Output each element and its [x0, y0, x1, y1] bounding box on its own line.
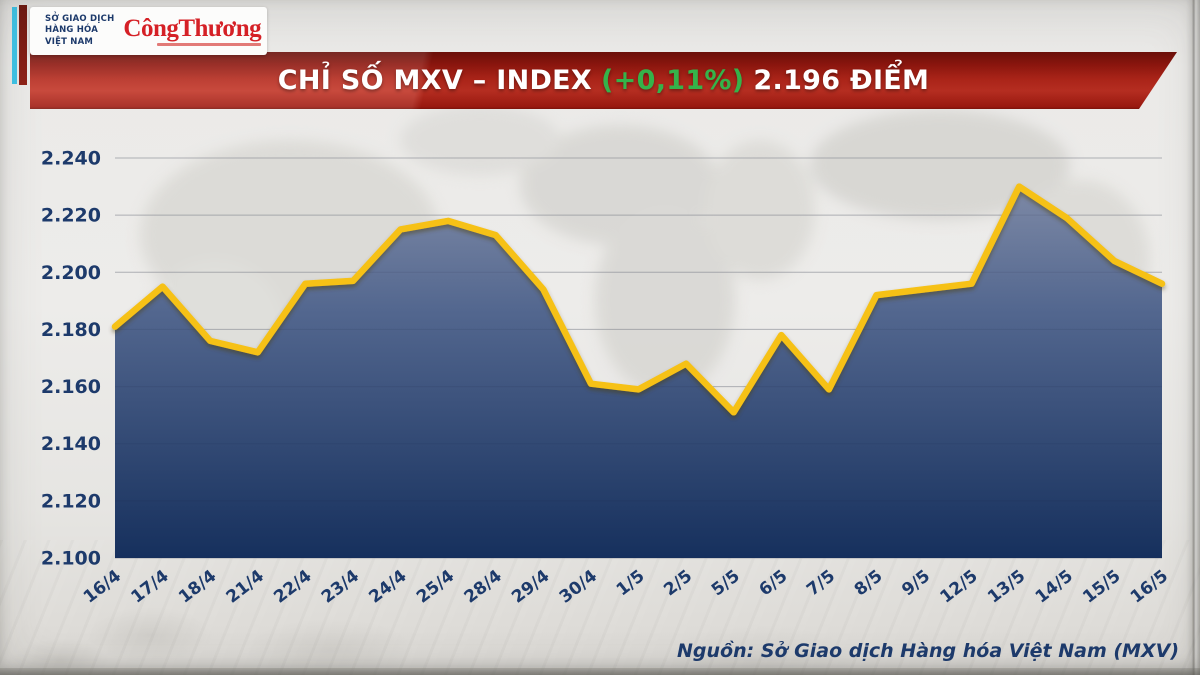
congthuong-tagline-bar	[157, 43, 262, 46]
x-tick-label: 16/5	[1127, 566, 1172, 607]
x-tick-label: 9/5	[898, 566, 934, 600]
x-tick-label: 28/4	[461, 566, 506, 608]
x-tick-label: 30/4	[556, 566, 601, 608]
y-tick-label: 2.200	[41, 262, 101, 284]
header-logo-plate: SỞ GIAO DỊCH HÀNG HÓA VIỆT NAM CôngThươn…	[30, 7, 267, 55]
x-tick-label: 6/5	[756, 566, 792, 600]
x-tick-label: 23/4	[318, 566, 363, 608]
exchange-name-line2: HÀNG HÓA	[45, 25, 99, 36]
congthuong-logo: CôngThương	[123, 15, 262, 46]
chart-title-value: 2.196 ĐIỂM	[753, 65, 930, 96]
x-tick-label: 12/5	[937, 566, 982, 607]
area-fill	[115, 186, 1162, 558]
y-tick-label: 2.240	[41, 148, 101, 170]
y-tick-label: 2.140	[41, 433, 101, 455]
x-tick-label: 14/5	[1032, 566, 1077, 607]
source-credit: Nguồn: Sở Giao dịch Hàng hóa Việt Nam (M…	[677, 640, 1179, 662]
x-tick-label: 7/5	[803, 566, 839, 600]
x-tick-label: 24/4	[365, 566, 410, 608]
x-tick-label: 1/5	[613, 566, 649, 600]
x-tick-label: 29/4	[508, 566, 553, 608]
y-tick-label: 2.100	[41, 548, 101, 570]
photo-edge-bottom	[0, 668, 1200, 675]
x-tick-label: 21/4	[223, 566, 268, 608]
y-tick-label: 2.120	[41, 490, 101, 512]
left-accent-cyan-stripe	[12, 7, 17, 84]
x-tick-label: 22/4	[270, 566, 315, 608]
chart-title-main: CHỈ SỐ MXV – INDEX	[277, 65, 593, 96]
exchange-name: SỞ GIAO DỊCH HÀNG HÓA VIỆT NAM	[45, 14, 114, 47]
x-tick-label: 17/4	[128, 566, 173, 608]
exchange-name-line3: VIỆT NAM	[45, 36, 94, 47]
title-ribbon: CHỈ SỐ MXV – INDEX (+0,11%) 2.196 ĐIỂM	[30, 52, 1177, 109]
exchange-name-line1: SỞ GIAO DỊCH	[45, 14, 115, 25]
x-tick-label: 5/5	[708, 566, 744, 600]
y-axis-labels: 2.100 2.120 2.140 2.160 2.180 2.200 2.220 2.240	[41, 148, 101, 570]
chart-title: CHỈ SỐ MXV – INDEX (+0,11%) 2.196 ĐIỂM	[278, 65, 929, 96]
chart-title-change-pct: (+0,11%)	[601, 65, 745, 96]
left-accent-red-stripe	[19, 5, 27, 85]
x-tick-label: 16/4	[80, 566, 125, 608]
y-tick-label: 2.220	[41, 205, 101, 227]
y-tick-label: 2.180	[41, 319, 101, 341]
photo-edge-right	[1186, 0, 1200, 675]
x-tick-label: 25/4	[413, 566, 458, 608]
x-tick-label: 18/4	[175, 566, 220, 608]
x-tick-label: 13/5	[984, 566, 1029, 607]
y-tick-label: 2.160	[41, 376, 101, 398]
congthuong-wordmark: CôngThương	[123, 15, 262, 42]
x-tick-label: 8/5	[851, 566, 887, 600]
x-axis-labels: 16/4 17/4 18/4 21/4 22/4 23/4 24/4 25/4 28/4 29/4…	[80, 566, 1172, 608]
x-tick-label: 15/5	[1079, 566, 1124, 607]
x-tick-label: 2/5	[660, 566, 696, 600]
